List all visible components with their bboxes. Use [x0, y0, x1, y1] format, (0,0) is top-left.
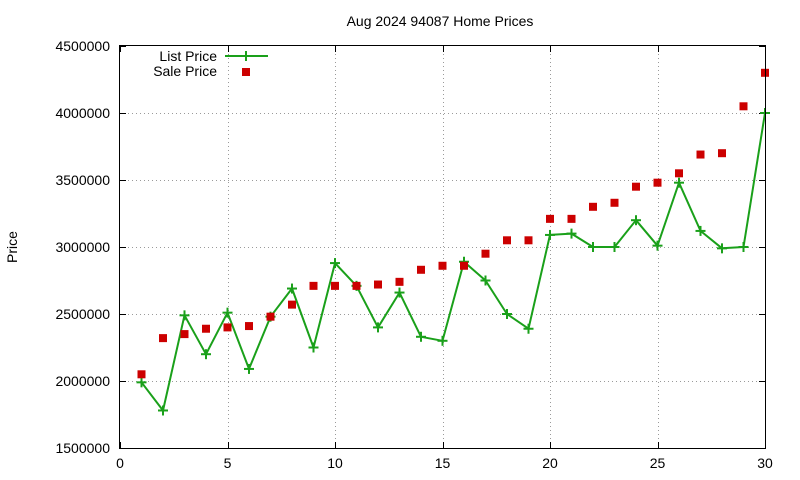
- data-point: [503, 236, 511, 245]
- x-tick-label: 25: [650, 455, 666, 471]
- data-point: [287, 283, 297, 294]
- data-point: [566, 228, 577, 239]
- data-point: [588, 242, 598, 252]
- data-point: [417, 265, 425, 274]
- x-tick-label: 30: [757, 455, 773, 471]
- data-point: [137, 370, 146, 379]
- data-point: [631, 215, 641, 226]
- data-point: [610, 198, 619, 207]
- x-tick-label: 0: [116, 455, 124, 471]
- y-tick-label: 2500000: [55, 306, 110, 322]
- chart-title: Aug 2024 94087 Home Prices: [347, 13, 534, 29]
- data-point: [244, 363, 254, 374]
- data-point: [609, 242, 620, 252]
- data-point: [159, 334, 167, 343]
- y-tick-label: 3000000: [55, 239, 110, 255]
- data-point: [524, 236, 533, 245]
- data-point: [696, 150, 705, 159]
- series-layer: [136, 68, 770, 416]
- data-point: [180, 330, 189, 339]
- data-point: [460, 261, 468, 270]
- data-point: [202, 324, 210, 333]
- data-point: [675, 169, 683, 178]
- data-point: [309, 281, 318, 290]
- data-point: [717, 243, 727, 254]
- data-point: [179, 310, 190, 321]
- plot-frame: [119, 45, 766, 449]
- data-point: [695, 225, 706, 236]
- data-point: [395, 277, 404, 286]
- data-point: [394, 287, 405, 298]
- data-point: [330, 258, 340, 269]
- y-tick-label: 4000000: [55, 105, 110, 121]
- y-tick-label: 3500000: [55, 172, 110, 188]
- y-axis-label: Price: [4, 231, 20, 263]
- series-list-price: [136, 108, 770, 416]
- data-point: [739, 102, 748, 111]
- data-point: [738, 242, 749, 252]
- data-point: [158, 405, 168, 416]
- data-point: [653, 178, 662, 187]
- y-tick-label: 2000000: [55, 373, 110, 389]
- x-tick-label: 5: [224, 455, 232, 471]
- data-point: [201, 349, 211, 360]
- data-point: [545, 229, 555, 240]
- data-point: [652, 240, 663, 251]
- x-tick-label: 15: [435, 455, 451, 471]
- series-sale-price: [137, 68, 769, 379]
- data-point: [632, 182, 640, 191]
- data-point: [373, 322, 383, 333]
- data-point: [266, 312, 275, 321]
- legend: List Price Sale Price: [153, 48, 268, 79]
- x-tick-label: 20: [542, 455, 558, 471]
- data-point: [437, 335, 448, 346]
- x-tick-label: 10: [327, 455, 343, 471]
- legend-marker-list-price: [241, 51, 251, 61]
- grid-lines: [120, 46, 765, 448]
- data-point: [481, 249, 490, 258]
- data-point: [223, 323, 232, 332]
- data-point: [352, 281, 361, 290]
- data-point: [308, 342, 319, 353]
- data-point: [567, 214, 576, 223]
- data-point: [480, 275, 491, 286]
- legend-label-sale-price: Sale Price: [153, 63, 217, 79]
- data-point: [136, 377, 147, 388]
- data-point: [589, 202, 597, 211]
- series-line: [140, 112, 766, 412]
- data-point: [222, 307, 233, 318]
- y-tick-label: 4500000: [55, 38, 110, 54]
- data-point: [331, 281, 339, 290]
- data-point: [546, 214, 554, 223]
- data-point: [288, 300, 296, 309]
- legend-marker-sale-price: [242, 68, 250, 76]
- data-point: [502, 309, 512, 319]
- data-point: [245, 322, 253, 331]
- legend-label-list-price: List Price: [159, 48, 217, 64]
- data-point: [674, 177, 684, 188]
- y-tick-label: 1500000: [55, 440, 110, 456]
- data-point: [438, 261, 447, 270]
- data-point: [374, 280, 382, 289]
- data-point: [523, 323, 534, 334]
- data-point: [718, 149, 726, 158]
- data-point: [416, 331, 426, 342]
